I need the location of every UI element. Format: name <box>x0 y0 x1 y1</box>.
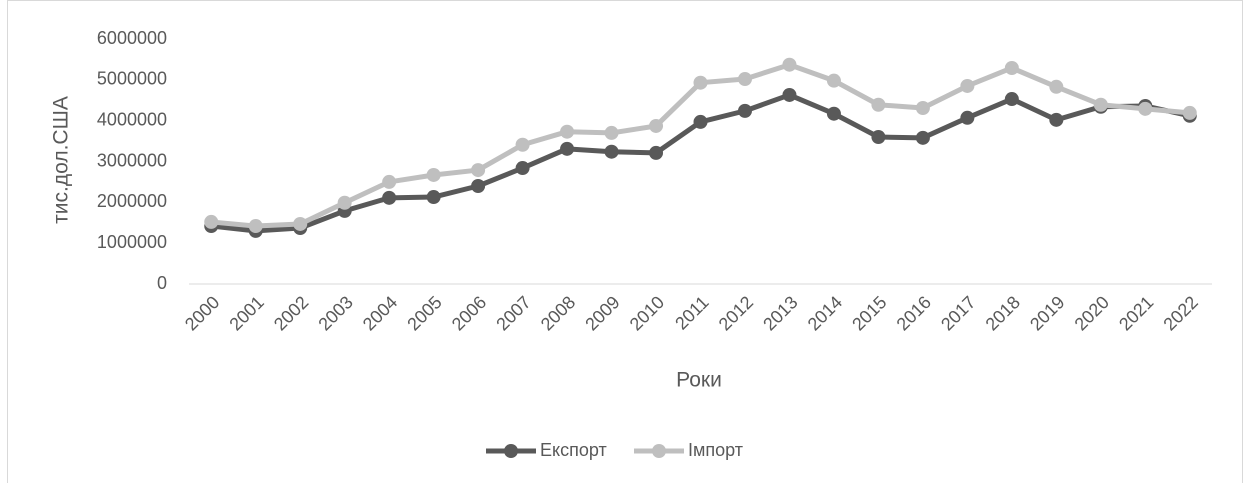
data-point <box>871 130 886 144</box>
data-point <box>826 73 841 88</box>
y-tick-label: 4000000 <box>97 109 167 129</box>
data-point <box>293 216 308 231</box>
legend-marker <box>504 444 518 458</box>
x-tick-label: 2009 <box>581 292 623 334</box>
legend-marker <box>652 444 666 458</box>
x-tick-label: 2022 <box>1159 292 1201 334</box>
data-point <box>1049 112 1064 127</box>
data-point <box>604 144 619 159</box>
x-tick-label: 2018 <box>982 292 1024 334</box>
x-tick-label: 2017 <box>937 292 979 334</box>
data-point <box>693 75 708 90</box>
data-point <box>426 190 441 205</box>
data-point <box>915 130 930 145</box>
x-tick-label: 2020 <box>1071 292 1113 334</box>
x-tick-label: 2013 <box>759 292 801 334</box>
data-point <box>204 214 219 229</box>
x-tick-label: 2004 <box>359 292 401 334</box>
data-point <box>471 179 486 193</box>
y-tick-label: 3000000 <box>97 150 167 170</box>
x-tick-label: 2015 <box>848 292 890 334</box>
data-point <box>604 125 619 140</box>
data-point <box>649 118 664 133</box>
data-point <box>649 145 664 160</box>
data-point <box>826 106 841 121</box>
x-tick-label: 2010 <box>626 292 668 334</box>
x-tick-label: 2002 <box>270 292 312 334</box>
data-point <box>1049 79 1064 94</box>
data-point <box>560 141 575 156</box>
x-tick-label: 2011 <box>671 292 713 334</box>
data-point <box>426 167 441 182</box>
x-tick-label: 2001 <box>225 292 267 334</box>
x-tick-label: 2008 <box>537 292 579 334</box>
x-tick-label: 2012 <box>715 292 757 334</box>
data-point <box>515 161 530 176</box>
data-point <box>337 195 352 210</box>
x-tick-label: 2021 <box>1115 292 1157 334</box>
data-point <box>515 137 530 152</box>
x-axis-title: Роки <box>676 369 722 392</box>
data-point <box>737 72 752 87</box>
y-tick-label: 0 <box>157 273 167 293</box>
x-tick-label: 2007 <box>492 292 534 334</box>
chart-border <box>7 0 1243 488</box>
legend-label: Імпорт <box>688 440 743 460</box>
data-point <box>382 190 397 205</box>
data-point <box>1093 97 1108 112</box>
data-point <box>1138 101 1153 116</box>
y-tick-label: 1000000 <box>97 232 167 252</box>
data-point <box>382 174 397 189</box>
data-point <box>1004 92 1019 107</box>
x-tick-label: 2014 <box>804 292 846 334</box>
data-point <box>248 219 263 234</box>
x-tick-label: 2019 <box>1026 292 1068 334</box>
y-tick-label: 5000000 <box>97 69 167 89</box>
x-tick-label: 2006 <box>448 292 490 334</box>
x-tick-label: 2005 <box>403 292 445 334</box>
data-point <box>737 103 752 118</box>
data-point <box>960 110 975 125</box>
data-point <box>471 163 486 178</box>
data-point <box>693 114 708 129</box>
data-point <box>782 57 797 72</box>
data-point <box>782 87 797 102</box>
y-tick-label: 6000000 <box>97 28 167 48</box>
y-tick-label: 2000000 <box>97 191 167 211</box>
data-point <box>871 97 886 112</box>
data-point <box>1182 105 1197 120</box>
data-point <box>960 78 975 93</box>
x-tick-label: 2003 <box>314 292 356 334</box>
y-axis-title: тис.дол.США <box>50 96 73 224</box>
data-point <box>1004 60 1019 75</box>
data-point <box>915 101 930 116</box>
data-point <box>560 124 575 139</box>
x-tick-label: 2000 <box>181 292 223 334</box>
legend-label: Експорт <box>540 440 607 460</box>
x-tick-label: 2016 <box>893 292 935 334</box>
